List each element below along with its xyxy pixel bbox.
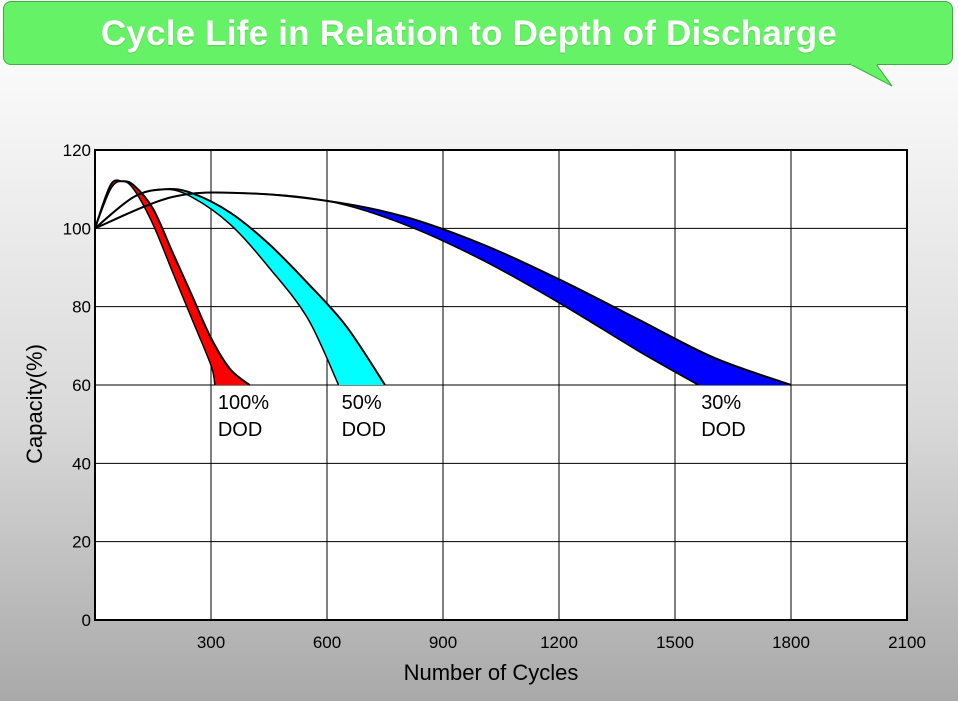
band-labels: 100% DOD 50% DOD 30% DOD — [218, 392, 746, 441]
dod-band-0-lower-curve — [94, 180, 216, 386]
y-tick-label: 120 — [63, 141, 91, 160]
x-tick-label: 1800 — [772, 633, 810, 652]
x-tick-label: 1500 — [656, 633, 694, 652]
x-tick-label: 600 — [313, 633, 341, 652]
dod-band-1-lower-curve — [94, 188, 340, 386]
dod-band-2-fill — [95, 192, 791, 385]
dod-band-2-lower-curve — [94, 191, 699, 386]
dod-band-1-label: DOD — [342, 419, 386, 441]
y-tick-label: 80 — [72, 298, 91, 317]
dod-bands — [94, 179, 792, 386]
y-tick-label: 60 — [72, 376, 91, 395]
dod-band-2-label: 30% — [701, 392, 741, 414]
x-tick-label: 900 — [429, 633, 457, 652]
dod-band-0-upper-curve — [94, 179, 251, 386]
x-tick-label: 300 — [197, 633, 225, 652]
x-tick-label: 2100 — [888, 633, 926, 652]
page-title: Cycle Life in Relation to Depth of Disch… — [100, 14, 838, 53]
dod-band-0-label: DOD — [218, 419, 262, 441]
plot-frame — [94, 149, 908, 621]
dod-band-1-fill — [95, 188, 385, 385]
y-axis-label: Capacity(%) — [22, 344, 47, 464]
y-tick-label: 100 — [63, 219, 91, 238]
x-tick-label: 1200 — [540, 633, 578, 652]
title-banner: Cycle Life in Relation to Depth of Disch… — [3, 1, 953, 65]
x-axis-label: Number of Cycles — [404, 660, 579, 685]
y-tick-label: 20 — [72, 533, 91, 552]
y-tick-label: 0 — [82, 611, 91, 630]
y-tick-label: 40 — [72, 454, 91, 473]
dod-band-2-label: DOD — [701, 419, 745, 441]
dod-band-0-label: 100% — [218, 392, 269, 414]
tick-labels: 300 600 900 1200 1500 1800 2100 0 20 40 60 80 100 120 — [63, 141, 926, 652]
dod-band-1-label: 50% — [342, 392, 382, 414]
